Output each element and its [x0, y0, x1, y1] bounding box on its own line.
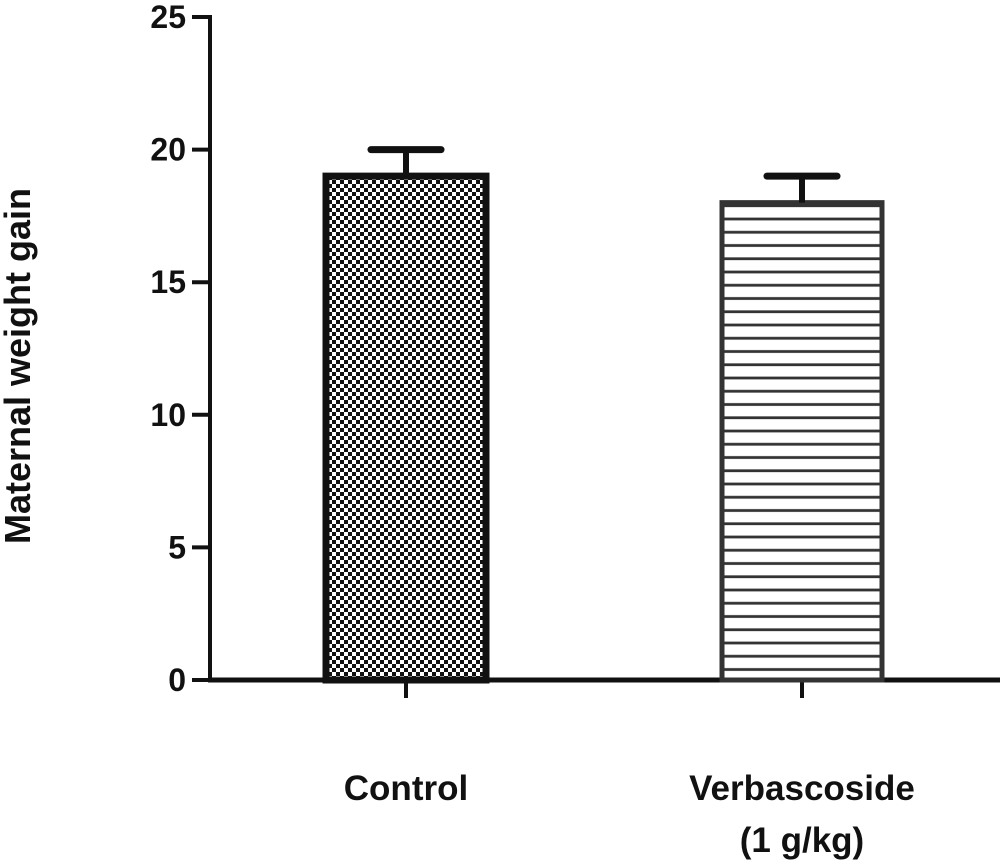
y-tick-label: 5: [168, 529, 186, 565]
y-axis: 0 5 10 15 20 25: [150, 0, 212, 698]
y-axis-label: Maternal weight gain: [0, 188, 38, 544]
y-tick-label: 0: [168, 662, 186, 698]
y-axis-label-group: Maternal weight gain: [0, 188, 38, 544]
bar-control: [322, 172, 490, 684]
error-bars: [367, 146, 841, 203]
y-tick-label: 25: [150, 0, 186, 35]
bar-verbascoside: [719, 200, 885, 683]
y-tick-label: 10: [150, 397, 186, 433]
x-tick-label: Control: [344, 769, 468, 808]
x-tick-labels: Control Verbascoside (1 g/kg): [344, 769, 915, 860]
y-tick-label: 15: [150, 264, 186, 300]
x-tick-label: Verbascoside: [689, 769, 915, 808]
y-tick-label: 20: [150, 132, 186, 168]
x-tick-label: (1 g/kg): [740, 821, 864, 860]
bars: [322, 172, 885, 684]
